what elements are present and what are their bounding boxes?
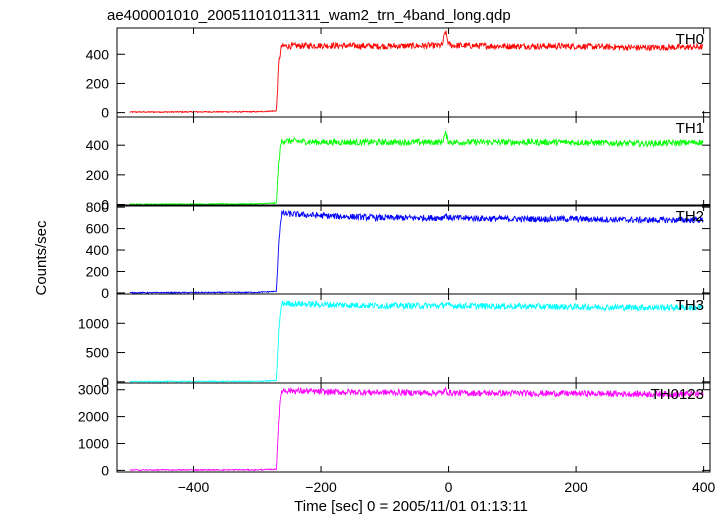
y-tick-label: 200	[86, 167, 110, 183]
series-line-th0	[129, 30, 704, 114]
series-line-th2	[129, 209, 704, 294]
y-tick-label: 0	[101, 285, 109, 301]
panel-th2: 0 200 400 600 800 TH2	[86, 199, 711, 301]
panel-label: TH2	[676, 208, 704, 225]
y-tick-label: 400	[86, 137, 110, 153]
panel-label: TH1	[676, 120, 704, 137]
panel-label: TH0	[676, 31, 704, 48]
panel-th0123: 0 1000 2000 3000 TH0123	[78, 382, 711, 478]
x-axis-title: Time [sec] 0 = 2005/11/01 01:13:11	[294, 498, 528, 515]
y-tick-label: 600	[86, 221, 110, 237]
x-tick-label: −400	[178, 479, 210, 495]
y-tick-label: 800	[86, 199, 110, 215]
y-tick-label: 0	[101, 197, 109, 213]
panel-th0: 0 200 400 TH0	[86, 27, 711, 121]
y-tick-label: 2000	[78, 409, 109, 425]
series-line-th0123	[129, 386, 704, 472]
y-tick-label: 3000	[78, 382, 109, 398]
y-tick-label: 400	[86, 46, 110, 62]
series-line-th3	[129, 300, 704, 384]
y-tick-label: 400	[86, 242, 110, 258]
y-axis-title: Counts/sec	[33, 220, 50, 296]
y-tick-label: 500	[86, 345, 110, 361]
panel-frame	[116, 382, 711, 473]
y-tick-label: 1000	[78, 315, 109, 331]
y-tick-label: 0	[101, 374, 109, 390]
series-line-th1	[129, 131, 704, 206]
panel-frame	[116, 27, 711, 118]
panel-th1: 0 200 400 TH1	[86, 116, 711, 213]
panel-frame	[116, 116, 711, 207]
y-tick-label: 0	[101, 462, 109, 478]
x-axis: −400 −200 0 200 400	[178, 479, 716, 495]
x-tick-label: 0	[445, 479, 453, 495]
x-tick-label: −200	[305, 479, 337, 495]
y-tick-label: 200	[86, 263, 110, 279]
x-tick-label: 400	[692, 479, 716, 495]
y-tick-label: 1000	[78, 435, 109, 451]
y-tick-label: 200	[86, 75, 110, 91]
panels-layer: 0 200 400 TH0 0 200 400 TH1 0 200 400 600 800 TH2 0 500…	[78, 27, 711, 478]
panel-th3: 0 500 1000 TH3	[78, 293, 711, 390]
y-tick-label: 0	[101, 105, 109, 121]
x-tick-label: 200	[564, 479, 588, 495]
panel-label: TH0123	[651, 386, 704, 403]
chart-title: ae400001010_20051101011311_wam2_trn_4ban…	[107, 7, 511, 24]
panel-label: TH3	[676, 297, 704, 314]
